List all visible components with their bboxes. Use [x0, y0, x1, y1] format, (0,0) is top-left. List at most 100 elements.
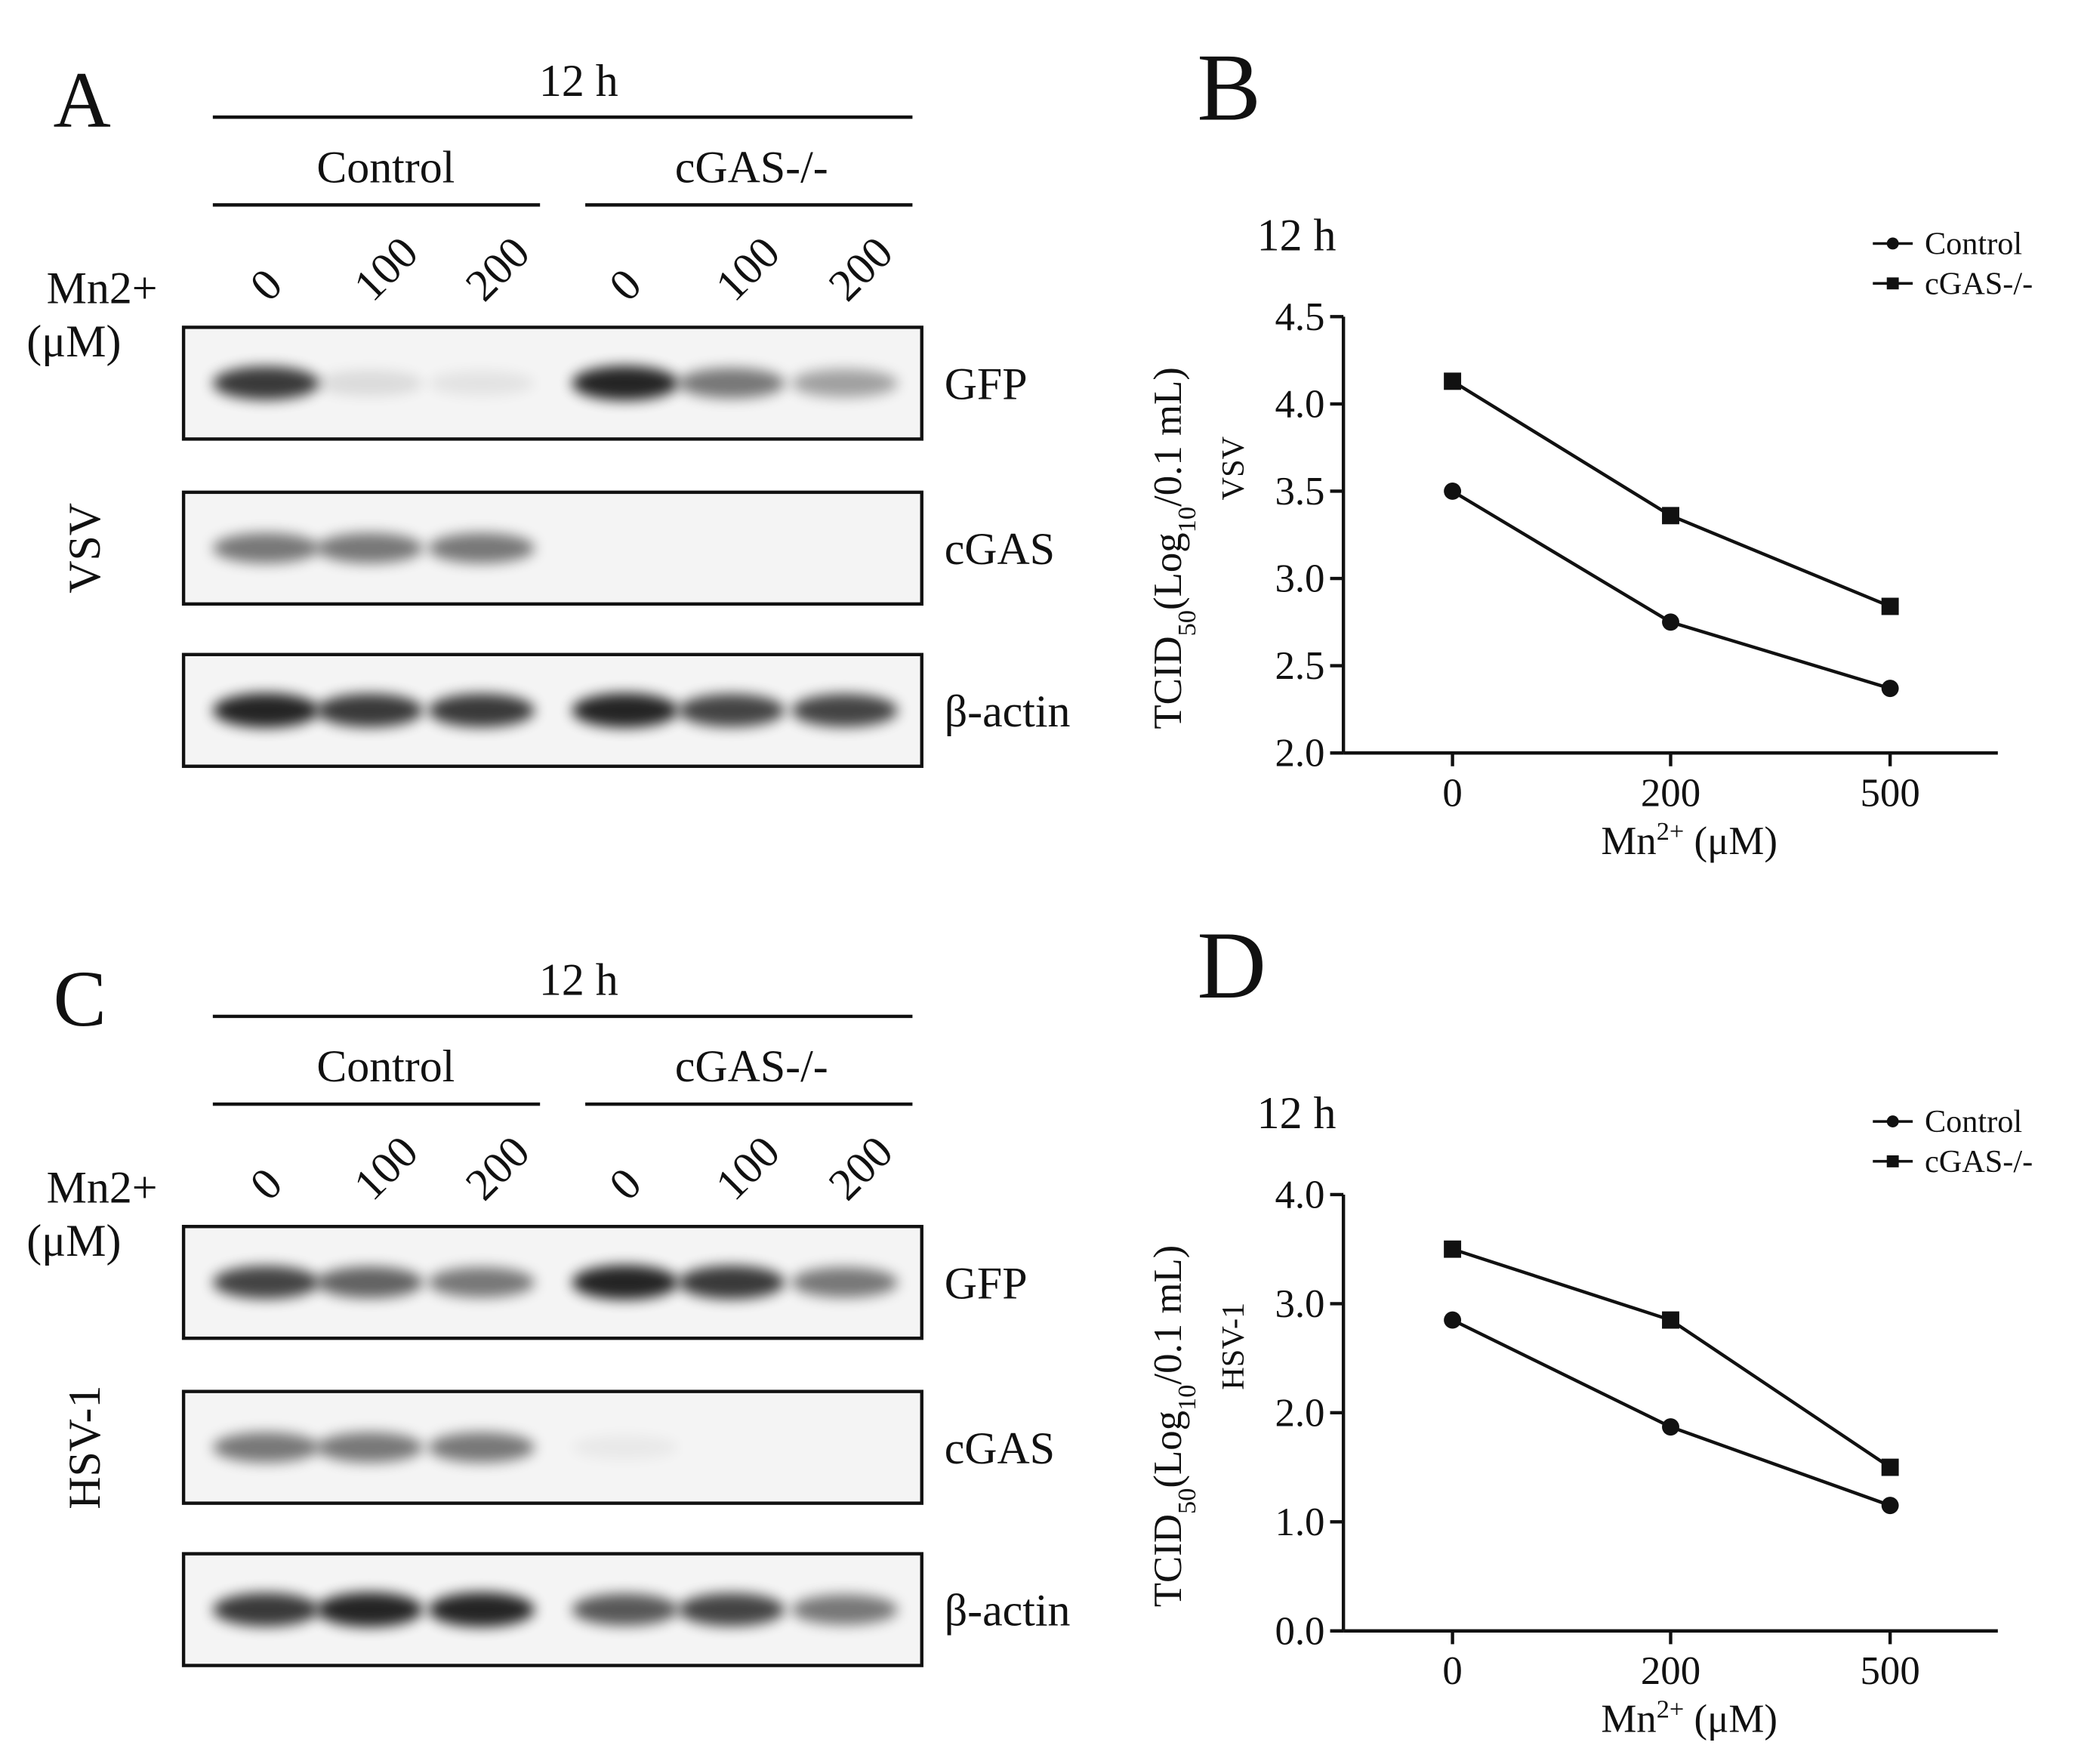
band	[428, 371, 535, 396]
lane-label: 200	[456, 227, 539, 310]
lane-label: 200	[456, 1127, 539, 1210]
band	[212, 1593, 319, 1627]
band-label: GFP	[945, 359, 1028, 409]
lane-label: 100	[706, 1127, 789, 1210]
x-tick-label: 200	[1641, 1649, 1700, 1693]
point	[1662, 613, 1679, 631]
y-axis-label: TCID50(Log10/0.1 mL)	[1146, 1245, 1201, 1608]
dose-label: (μM)	[26, 316, 121, 366]
y-axis-label-part: (Log	[1146, 1411, 1190, 1488]
y-tick-label: 3.5	[1275, 470, 1324, 513]
dose-label: Mn2+	[47, 264, 158, 313]
x-tick-label: 200	[1641, 772, 1700, 816]
x-tick-label: 500	[1861, 1649, 1920, 1693]
band	[678, 1266, 785, 1300]
band	[678, 1593, 785, 1627]
y-axis-label-part: 10	[1173, 1385, 1201, 1411]
virus-label: VSV	[60, 503, 109, 594]
lane-label: 100	[706, 227, 789, 310]
y-tick-label: 2.5	[1275, 644, 1324, 688]
band-label: β-actin	[945, 1586, 1071, 1636]
y-axis-label-part: TCID	[1146, 636, 1190, 729]
band	[316, 1432, 424, 1463]
band	[791, 1594, 899, 1625]
panel-label: C	[53, 954, 106, 1043]
band	[212, 532, 319, 563]
band-label: cGAS	[945, 524, 1055, 574]
y-tick-label: 4.0	[1275, 1173, 1324, 1217]
x-axis-label-part: (μM)	[1684, 819, 1777, 863]
time-label: 12 h	[539, 56, 618, 106]
panel-label: D	[1197, 913, 1266, 1019]
x-axis-label: Mn2+ (μM)	[1601, 1695, 1777, 1741]
group-label: cGAS-/-	[675, 1041, 828, 1091]
lane-label: 0	[600, 259, 651, 310]
point	[1444, 483, 1462, 500]
point	[1662, 1418, 1679, 1436]
band	[316, 693, 424, 727]
x-axis-label-part: (μM)	[1684, 1698, 1777, 1741]
lane-label: 200	[819, 1127, 902, 1210]
band	[428, 693, 535, 727]
x-tick-label: 0	[1442, 1649, 1462, 1693]
lane-label: 100	[344, 1127, 427, 1210]
chart: D 12 h 0.0 1.0 2.0 3.0 4.0 0 200 500 Mn2+ (μM) TCID…	[1146, 913, 2033, 1741]
y-axis-label-2: VSV	[1216, 436, 1251, 500]
time-label: 12 h	[539, 955, 618, 1005]
band	[791, 369, 899, 398]
blot-panel: A 12 h Control cGAS-/- Mn2+(μM) 0 100 200 0 100 20…	[26, 55, 1071, 768]
band-label: cGAS	[945, 1423, 1055, 1473]
group-label: Control	[316, 142, 455, 192]
lane-label: 0	[240, 1158, 291, 1210]
panel-label: B	[1197, 35, 1261, 141]
band	[316, 370, 424, 396]
dose-label: Mn2+	[47, 1163, 158, 1213]
legend-marker	[1886, 1155, 1899, 1167]
legend-marker	[1886, 1115, 1899, 1128]
point	[1662, 1311, 1679, 1329]
band-label: GFP	[945, 1258, 1028, 1308]
point	[1662, 507, 1679, 525]
lane-label: 0	[600, 1158, 651, 1210]
band	[572, 1435, 679, 1460]
point	[1881, 1497, 1899, 1515]
band-label: β-actin	[945, 686, 1071, 736]
y-axis-label-part: 10	[1173, 507, 1201, 532]
legend-label: cGAS-/-	[1925, 266, 2033, 301]
band	[572, 1265, 679, 1300]
y-tick-label: 3.0	[1275, 557, 1324, 601]
band	[212, 1432, 319, 1463]
y-tick-label: 2.0	[1275, 732, 1324, 776]
point	[1881, 597, 1899, 615]
chart-title: 12 h	[1257, 1088, 1337, 1138]
x-tick-label: 500	[1861, 772, 1920, 816]
lane-label: 100	[344, 227, 427, 310]
legend-marker	[1886, 237, 1899, 250]
blot-panel: C 12 h Control cGAS-/- Mn2+(μM) 0 100 200 0 100 20…	[26, 954, 1071, 1667]
band	[428, 1432, 535, 1463]
x-axis-label-part: Mn	[1601, 819, 1656, 863]
x-tick-label: 0	[1442, 772, 1462, 816]
band	[212, 1266, 319, 1300]
band	[316, 532, 424, 563]
band	[428, 1592, 535, 1627]
panel-label: A	[53, 55, 110, 143]
band	[791, 1267, 899, 1298]
dose-label: (μM)	[26, 1216, 121, 1266]
x-axis-label-part: Mn	[1601, 1698, 1656, 1741]
y-tick-label: 2.0	[1275, 1391, 1324, 1435]
band	[316, 1266, 424, 1299]
point	[1444, 1311, 1462, 1329]
point	[1444, 1240, 1462, 1258]
band	[572, 692, 679, 728]
point	[1881, 1458, 1899, 1476]
band	[428, 532, 535, 563]
band	[212, 692, 319, 728]
series-line	[1451, 379, 1891, 609]
chart: B 12 h 2.0 2.5 3.0 3.5 4.0 4.5 0 200 500 Mn2+ (μM) T…	[1146, 35, 2033, 863]
legend-label: Control	[1925, 1104, 2022, 1140]
legend-label: cGAS-/-	[1925, 1144, 2033, 1180]
group-label: Control	[316, 1041, 455, 1091]
point	[1881, 680, 1899, 698]
band	[572, 1593, 679, 1626]
